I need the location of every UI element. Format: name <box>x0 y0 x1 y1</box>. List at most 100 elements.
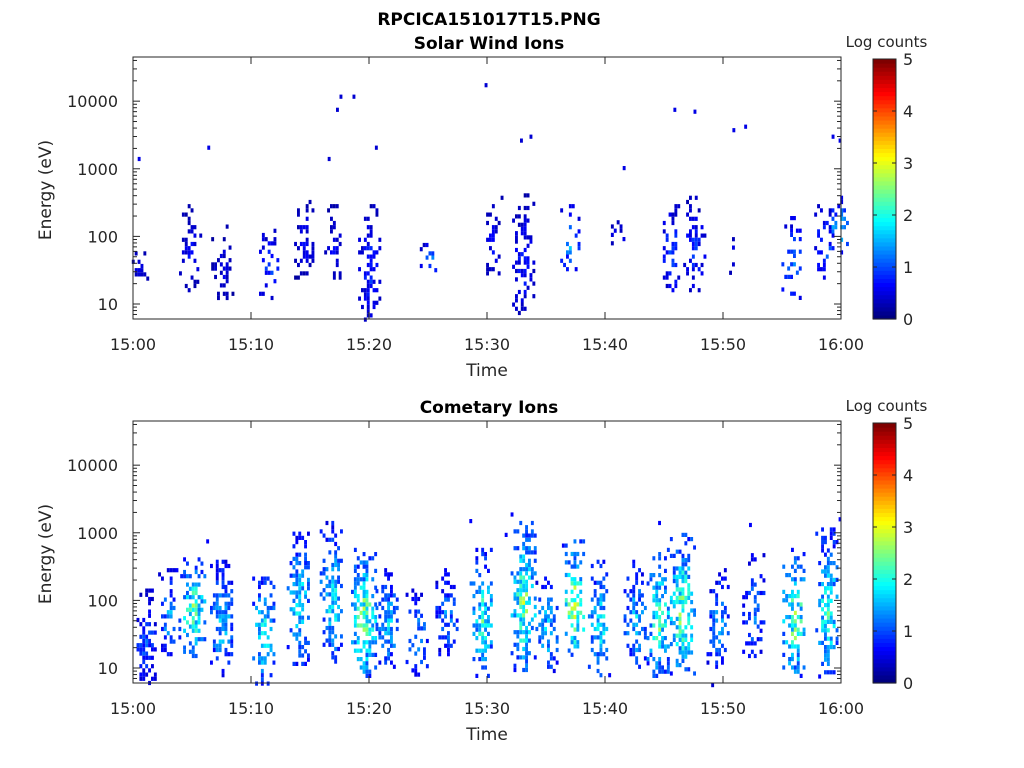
heatmap-cell <box>365 640 369 645</box>
heatmap-cell <box>690 591 694 596</box>
heatmap-cell <box>522 604 526 610</box>
heatmap-cell <box>821 640 824 645</box>
heatmap-cell <box>829 577 833 582</box>
heatmap-cell <box>212 593 216 598</box>
heatmap-cell <box>260 677 264 682</box>
heatmap-cell <box>211 237 215 242</box>
heatmap-cell <box>697 267 701 272</box>
heatmap-cell <box>269 580 273 585</box>
heatmap-cell <box>489 594 493 599</box>
heatmap-cell <box>472 610 476 615</box>
heatmap-cell <box>605 647 609 653</box>
heatmap-cell <box>712 589 716 594</box>
heatmap-cell <box>142 634 146 639</box>
heatmap-cell <box>795 228 799 233</box>
heatmap-cell <box>608 673 612 678</box>
heatmap-cell <box>538 622 542 627</box>
heatmap-cell <box>328 625 332 631</box>
heatmap-cell <box>684 633 688 638</box>
heatmap-cell <box>516 588 520 593</box>
heatmap-cell <box>664 556 667 561</box>
heatmap-cell <box>798 237 802 242</box>
x-tick-label: 15:20 <box>346 699 392 718</box>
colorbar-segment <box>873 164 896 170</box>
heatmap-cell <box>191 628 195 633</box>
heatmap-cell <box>292 544 296 549</box>
heatmap-cell <box>328 630 332 635</box>
heatmap-cell <box>547 664 550 669</box>
heatmap-cell <box>322 642 326 647</box>
heatmap-cell <box>494 216 498 221</box>
heatmap-cell <box>599 647 603 653</box>
heatmap-cell <box>576 627 580 632</box>
heatmap-cell <box>721 576 724 581</box>
heatmap-cell <box>142 630 146 635</box>
heatmap-cell <box>142 647 146 652</box>
heatmap-cell <box>523 247 527 253</box>
heatmap-cell <box>362 644 366 649</box>
heatmap-cell <box>610 241 614 246</box>
heatmap-cell <box>799 631 803 636</box>
heatmap-cell <box>215 593 219 598</box>
heatmap-cell <box>230 614 234 619</box>
heatmap-cell <box>824 565 827 570</box>
heatmap-cell <box>218 605 222 611</box>
heatmap-cell <box>411 588 415 593</box>
heatmap-cell <box>671 258 675 263</box>
heatmap-cell <box>530 617 534 622</box>
heatmap-cell <box>372 288 376 293</box>
colorbar-segment <box>873 439 896 444</box>
heatmap-cell <box>664 568 667 573</box>
colorbar-segment <box>873 666 896 672</box>
heatmap-cell <box>353 615 357 620</box>
heatmap-cell <box>169 614 173 619</box>
colorbar-segment <box>873 197 896 202</box>
heatmap-cell <box>694 262 698 268</box>
heatmap-cell <box>641 626 644 632</box>
heatmap-cell <box>599 631 603 636</box>
heatmap-cell <box>523 193 527 198</box>
heatmap-cell <box>322 533 326 538</box>
heatmap-cell <box>828 225 832 230</box>
heatmap-cell <box>526 260 530 265</box>
heatmap-cell <box>541 635 545 640</box>
heatmap-cell <box>785 573 789 578</box>
heatmap-cell <box>387 597 390 602</box>
heatmap-cell <box>304 565 307 570</box>
heatmap-cell <box>452 639 456 644</box>
heatmap-cell <box>513 596 517 601</box>
heatmap-cell <box>674 212 678 217</box>
heatmap-cell <box>166 568 170 573</box>
heatmap-cell <box>824 628 827 633</box>
heatmap-cell <box>356 577 360 582</box>
heatmap-cell <box>260 643 264 648</box>
heatmap-cell <box>224 622 228 627</box>
heatmap-cell <box>434 268 438 273</box>
heatmap-cell <box>191 595 195 600</box>
heatmap-cell <box>671 250 675 255</box>
heatmap-cell <box>148 655 151 660</box>
heatmap-cell <box>489 233 492 238</box>
heatmap-cell <box>829 636 833 641</box>
heatmap-cell <box>560 208 564 213</box>
heatmap-cell <box>365 560 369 565</box>
heatmap-cell <box>599 643 603 648</box>
heatmap-cell <box>260 668 264 674</box>
heatmap-cell <box>517 205 521 211</box>
heatmap-cell <box>194 653 198 659</box>
heatmap-cell <box>824 590 827 595</box>
heatmap-cell <box>148 668 151 673</box>
cometary-panel: Cometary Ions 15:00 15:10 15:20 15:30 15:40 1… <box>36 397 928 745</box>
heatmap-cell <box>570 635 574 641</box>
heatmap-cell <box>552 614 556 619</box>
heatmap-cell <box>824 645 827 650</box>
heatmap-cell <box>635 660 639 665</box>
heatmap-cell <box>590 647 594 653</box>
heatmap-cell <box>529 134 533 139</box>
heatmap-cell <box>523 260 527 265</box>
colorbar-segment <box>873 201 896 206</box>
heatmap-cell <box>340 558 343 563</box>
heatmap-cell <box>678 616 682 621</box>
heatmap-cell <box>602 605 606 611</box>
heatmap-cell <box>363 292 367 297</box>
